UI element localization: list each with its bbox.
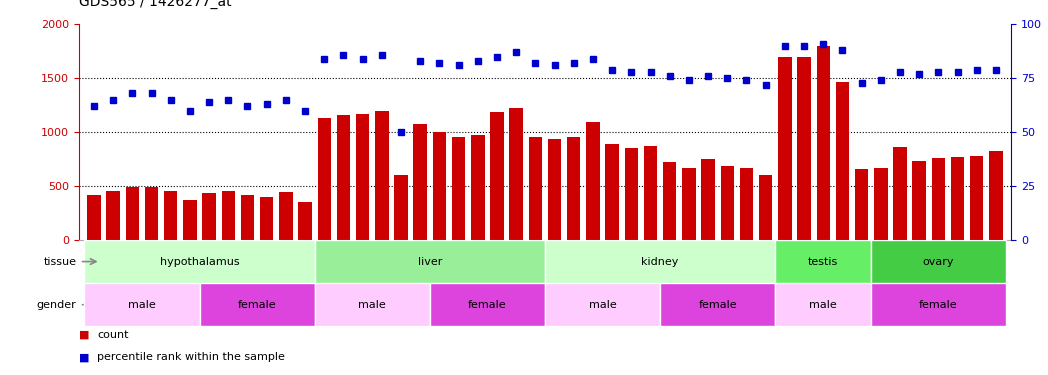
Bar bbox=[163, 191, 177, 240]
Text: female: female bbox=[238, 300, 277, 310]
Bar bbox=[430, 283, 545, 326]
Bar bbox=[433, 132, 446, 240]
Bar bbox=[336, 115, 350, 240]
Bar bbox=[567, 136, 581, 240]
Bar bbox=[145, 187, 158, 240]
Bar bbox=[471, 135, 484, 240]
Bar bbox=[606, 144, 619, 240]
Bar bbox=[356, 114, 369, 240]
Bar bbox=[798, 57, 811, 240]
Bar bbox=[452, 136, 465, 240]
Text: male: male bbox=[589, 300, 616, 310]
Bar bbox=[314, 283, 430, 326]
Bar bbox=[528, 136, 542, 240]
Bar bbox=[778, 57, 791, 240]
Bar bbox=[545, 240, 776, 283]
Bar bbox=[394, 176, 408, 240]
Bar bbox=[545, 283, 660, 326]
Bar bbox=[989, 150, 1003, 240]
Text: tissue: tissue bbox=[44, 256, 77, 267]
Bar bbox=[740, 168, 754, 240]
Bar bbox=[893, 147, 907, 240]
Bar bbox=[586, 123, 599, 240]
Bar bbox=[126, 187, 139, 240]
Bar bbox=[199, 283, 314, 326]
Bar bbox=[221, 192, 235, 240]
Text: female: female bbox=[919, 300, 958, 310]
Bar bbox=[913, 161, 926, 240]
Bar bbox=[721, 166, 734, 240]
Text: testis: testis bbox=[808, 256, 838, 267]
Text: percentile rank within the sample: percentile rank within the sample bbox=[97, 352, 285, 363]
Text: hypothalamus: hypothalamus bbox=[159, 256, 239, 267]
Bar bbox=[375, 111, 389, 240]
Text: male: male bbox=[128, 300, 156, 310]
Bar bbox=[509, 108, 523, 240]
Bar bbox=[299, 202, 312, 240]
Bar bbox=[701, 159, 715, 240]
Bar bbox=[548, 139, 562, 240]
Bar bbox=[871, 283, 1006, 326]
Bar bbox=[871, 240, 1006, 283]
Bar bbox=[643, 146, 657, 240]
Bar bbox=[932, 158, 945, 240]
Bar bbox=[84, 283, 199, 326]
Bar bbox=[951, 157, 964, 240]
Text: count: count bbox=[97, 330, 129, 340]
Text: female: female bbox=[468, 300, 506, 310]
Bar bbox=[970, 156, 983, 240]
Bar bbox=[759, 176, 772, 240]
Bar bbox=[663, 162, 676, 240]
Bar bbox=[318, 118, 331, 240]
Text: male: male bbox=[358, 300, 386, 310]
Text: ■: ■ bbox=[79, 352, 89, 363]
Bar bbox=[682, 168, 696, 240]
Bar bbox=[241, 195, 255, 240]
Text: ovary: ovary bbox=[922, 256, 954, 267]
Text: gender: gender bbox=[37, 300, 77, 310]
Bar bbox=[816, 46, 830, 240]
Bar bbox=[874, 168, 888, 240]
Bar bbox=[314, 240, 545, 283]
Bar bbox=[660, 283, 776, 326]
Text: ■: ■ bbox=[79, 330, 89, 340]
Text: male: male bbox=[809, 300, 837, 310]
Text: GDS565 / 1426277_at: GDS565 / 1426277_at bbox=[79, 0, 232, 9]
Text: female: female bbox=[698, 300, 737, 310]
Bar bbox=[202, 193, 216, 240]
Bar bbox=[107, 192, 119, 240]
Bar bbox=[625, 148, 638, 240]
Bar bbox=[776, 283, 871, 326]
Bar bbox=[855, 169, 869, 240]
Bar bbox=[776, 240, 871, 283]
Text: liver: liver bbox=[417, 256, 442, 267]
Bar bbox=[835, 81, 849, 240]
Bar bbox=[84, 240, 314, 283]
Bar bbox=[414, 124, 427, 240]
Bar bbox=[87, 195, 101, 240]
Bar bbox=[260, 197, 274, 240]
Text: kidney: kidney bbox=[641, 256, 679, 267]
Bar bbox=[183, 200, 197, 240]
Bar bbox=[490, 112, 504, 240]
Bar bbox=[279, 192, 292, 240]
